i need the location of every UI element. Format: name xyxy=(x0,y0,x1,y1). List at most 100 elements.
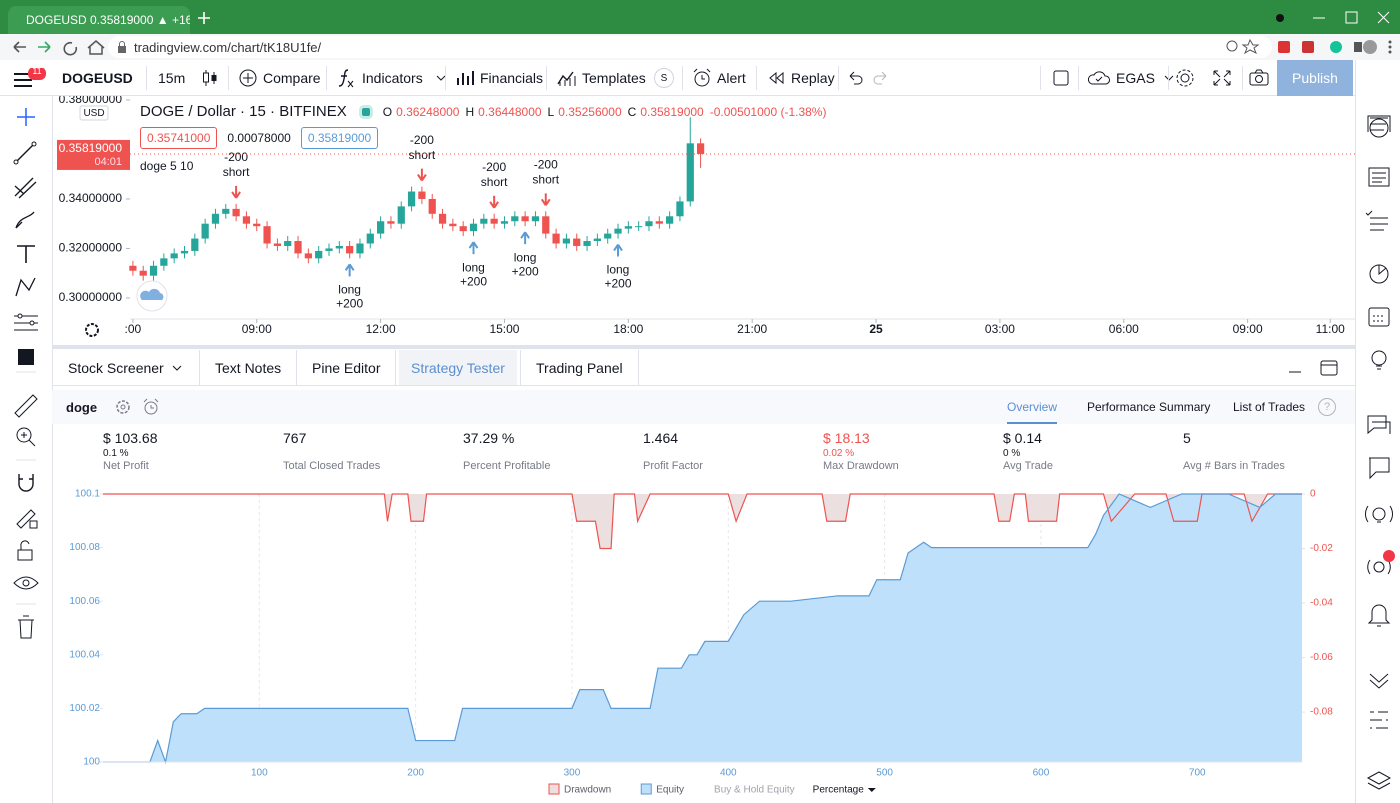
short-arrow xyxy=(417,168,427,182)
icon xyxy=(557,71,576,86)
stat-sub: 0 % xyxy=(1003,448,1021,459)
indicator-label: doge 5 10 xyxy=(140,159,194,173)
tab-label: Text Notes xyxy=(215,359,282,376)
candle-body xyxy=(480,218,488,224)
stat-value: $ 103.68 xyxy=(103,430,158,446)
x-tick-label: 100 xyxy=(251,768,268,779)
panel-tab[interactable]: Text Notes xyxy=(203,350,293,385)
nav-buttons[interactable] xyxy=(6,37,106,57)
subtab[interactable]: List of Trades xyxy=(1233,400,1306,414)
x-tick-label: 200 xyxy=(407,768,424,779)
signal-label: +200 xyxy=(460,274,487,288)
y2-tick-label: -0.06 xyxy=(1310,652,1333,663)
ohlc-key: L xyxy=(547,104,555,119)
interval-button[interactable]: 15m xyxy=(158,60,185,96)
save-layout-button[interactable]: EGAS xyxy=(1086,60,1175,96)
short-arrow xyxy=(489,195,499,209)
status-dot xyxy=(358,104,373,119)
subtab[interactable]: Performance Summary xyxy=(1087,400,1211,414)
financials-button[interactable]: Financials xyxy=(455,60,543,96)
candle-body xyxy=(222,208,230,214)
candle-body xyxy=(449,223,457,227)
separator xyxy=(1168,66,1169,90)
chart-type-button[interactable] xyxy=(200,68,220,88)
widget-bar[interactable] xyxy=(1355,60,1400,803)
separator xyxy=(638,350,639,385)
browser-address-row: tradingview.com/chart/tK18U1fe/ xyxy=(0,34,1400,60)
panel-tab[interactable]: Strategy Tester xyxy=(399,350,517,385)
tab-label: Stock Screener xyxy=(68,359,164,376)
help-button[interactable]: ? xyxy=(1318,398,1336,416)
candle-body xyxy=(614,228,622,234)
stat-label: Profit Factor xyxy=(643,460,703,472)
pane-splitter[interactable] xyxy=(52,345,1355,349)
stat-sub: 0.1 % xyxy=(103,448,129,459)
symbol-search[interactable]: DOGEUSD xyxy=(62,60,133,96)
label: Templates xyxy=(582,70,646,86)
snapshot-button[interactable] xyxy=(1248,68,1270,88)
candle-body xyxy=(490,218,498,224)
price-box[interactable]: 0.35741000 xyxy=(140,127,218,149)
candle-body xyxy=(686,143,694,202)
url-bar[interactable]: tradingview.com/chart/tK18U1fe/ xyxy=(108,36,1272,58)
separator xyxy=(546,66,547,90)
x-tick-label: 15:00 xyxy=(489,322,519,336)
legend-row: DOGE / Dollar · 15 · BITFINEX O 0.36248000… xyxy=(140,103,826,120)
label: S xyxy=(660,72,668,84)
series-area xyxy=(103,494,1302,762)
new-tab-button[interactable] xyxy=(196,10,212,26)
alert-button[interactable]: Alert xyxy=(691,60,746,96)
price-box[interactable]: 0.00078000 xyxy=(221,128,297,148)
subtab[interactable]: Overview xyxy=(1007,400,1058,424)
legend-swatch xyxy=(548,783,560,795)
candle-body xyxy=(676,201,684,217)
icon xyxy=(338,69,354,88)
dropdown-caret xyxy=(867,788,876,792)
caret xyxy=(172,365,182,371)
y2-tick-label: -0.02 xyxy=(1310,543,1333,554)
replay-button[interactable]: Replay xyxy=(766,60,835,96)
candle-body xyxy=(201,223,209,239)
signal-label: +200 xyxy=(512,264,539,278)
layout-button[interactable] xyxy=(1052,69,1070,87)
strategy-icons[interactable] xyxy=(114,397,164,417)
browser-tab[interactable]: DOGEUSD 0.35819000 ▲ +16.77 xyxy=(8,6,190,34)
publish-button[interactable]: Publish xyxy=(1277,60,1353,96)
settings-fullscreen[interactable] xyxy=(1174,67,1254,89)
icon xyxy=(693,68,711,87)
window-controls[interactable] xyxy=(1268,8,1398,28)
indicators-button[interactable]: Indicators xyxy=(336,60,447,96)
browser-extensions[interactable] xyxy=(1222,37,1398,57)
separator xyxy=(838,66,839,90)
drawing-toolbar[interactable] xyxy=(0,96,53,803)
menu-button[interactable] xyxy=(12,68,52,92)
y2-tick-label: -0.08 xyxy=(1310,707,1333,718)
candle-body xyxy=(129,265,137,271)
price-box[interactable]: 0.35819000 xyxy=(300,127,379,149)
label: Financials xyxy=(480,70,544,86)
ohlc-value: 0.35256000 xyxy=(558,104,622,119)
candle-body xyxy=(253,223,261,227)
candle-body xyxy=(428,198,436,214)
templates-badge[interactable]: S xyxy=(654,68,674,88)
separator xyxy=(1078,66,1079,90)
signal-label: -200 xyxy=(534,158,558,172)
panel-tab[interactable]: Pine Editor xyxy=(300,350,392,385)
undo-redo[interactable] xyxy=(846,70,890,86)
x-tick-label: 700 xyxy=(1189,768,1206,779)
ohlc-value: 0.36248000 xyxy=(396,104,460,119)
candle-body xyxy=(645,221,653,227)
series-line xyxy=(103,493,1302,550)
panel-tab[interactable]: Trading Panel xyxy=(524,350,635,385)
candle-body xyxy=(325,248,333,251)
equity-chart[interactable]: 100 200 300 400 500 600 700 100 100.02 100.04 100.… xyxy=(52,488,1355,803)
candle-body xyxy=(531,216,540,222)
panel-tab[interactable]: Stock Screener xyxy=(56,350,196,385)
candle-body xyxy=(604,233,612,239)
templates-button[interactable]: Templates xyxy=(556,60,646,96)
compare-button[interactable]: Compare xyxy=(238,60,321,96)
x-tick-label: 11:00 xyxy=(1316,322,1345,336)
panel-window-controls[interactable] xyxy=(1285,358,1345,378)
label: Publish xyxy=(1292,70,1338,86)
strategy-name[interactable]: doge xyxy=(66,400,98,415)
